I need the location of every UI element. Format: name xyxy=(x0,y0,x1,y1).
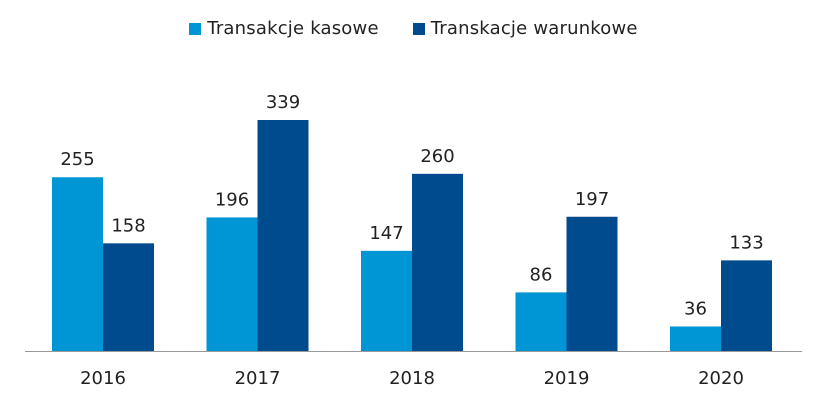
legend-item-conditional: Transkacje warunkowe xyxy=(412,18,638,39)
value-label-2020-series-0: 36 xyxy=(684,298,707,319)
value-label-2018-series-0: 147 xyxy=(369,223,403,244)
bar-2016-series-1 xyxy=(103,243,154,351)
bar-2018-series-0 xyxy=(361,250,412,351)
x-tick-label-2016: 2016 xyxy=(80,368,126,389)
value-label-2020-series-1: 133 xyxy=(729,232,763,253)
x-tick-label-2018: 2018 xyxy=(389,368,435,389)
labels-group: 255 158 2016 196 339 2017 147 260 2018 86 197 2019 3… xyxy=(60,92,763,389)
bar-2019-series-1 xyxy=(566,216,618,351)
value-label-2019-series-0: 86 xyxy=(530,264,553,285)
bar-2018-series-1 xyxy=(412,173,463,351)
bar-2016-series-0 xyxy=(52,177,103,351)
legend-item-cash: Transakcje kasowe xyxy=(189,18,379,39)
legend: Transakcje kasowe Transkacje warunkowe xyxy=(0,18,827,39)
bar-2017-series-0 xyxy=(206,217,258,351)
bar-2017-series-1 xyxy=(257,120,309,351)
legend-label-cash: Transakcje kasowe xyxy=(207,18,379,39)
legend-swatch-conditional xyxy=(412,22,425,35)
bars-group xyxy=(52,120,772,351)
value-label-2017-series-1: 339 xyxy=(266,92,300,113)
value-label-2016-series-0: 255 xyxy=(60,149,94,170)
x-tick-label-2019: 2019 xyxy=(544,368,590,389)
bar-2019-series-0 xyxy=(515,292,567,351)
bar-2020-series-0 xyxy=(670,326,721,351)
legend-swatch-cash xyxy=(189,22,202,35)
x-tick-label-2020: 2020 xyxy=(698,368,744,389)
value-label-2019-series-1: 197 xyxy=(575,189,609,210)
x-tick-label-2017: 2017 xyxy=(235,368,281,389)
value-label-2017-series-0: 196 xyxy=(215,189,249,210)
value-label-2018-series-1: 260 xyxy=(420,146,454,167)
legend-label-conditional: Transkacje warunkowe xyxy=(430,18,638,39)
bar-2020-series-1 xyxy=(721,260,772,351)
value-label-2016-series-1: 158 xyxy=(111,215,145,236)
